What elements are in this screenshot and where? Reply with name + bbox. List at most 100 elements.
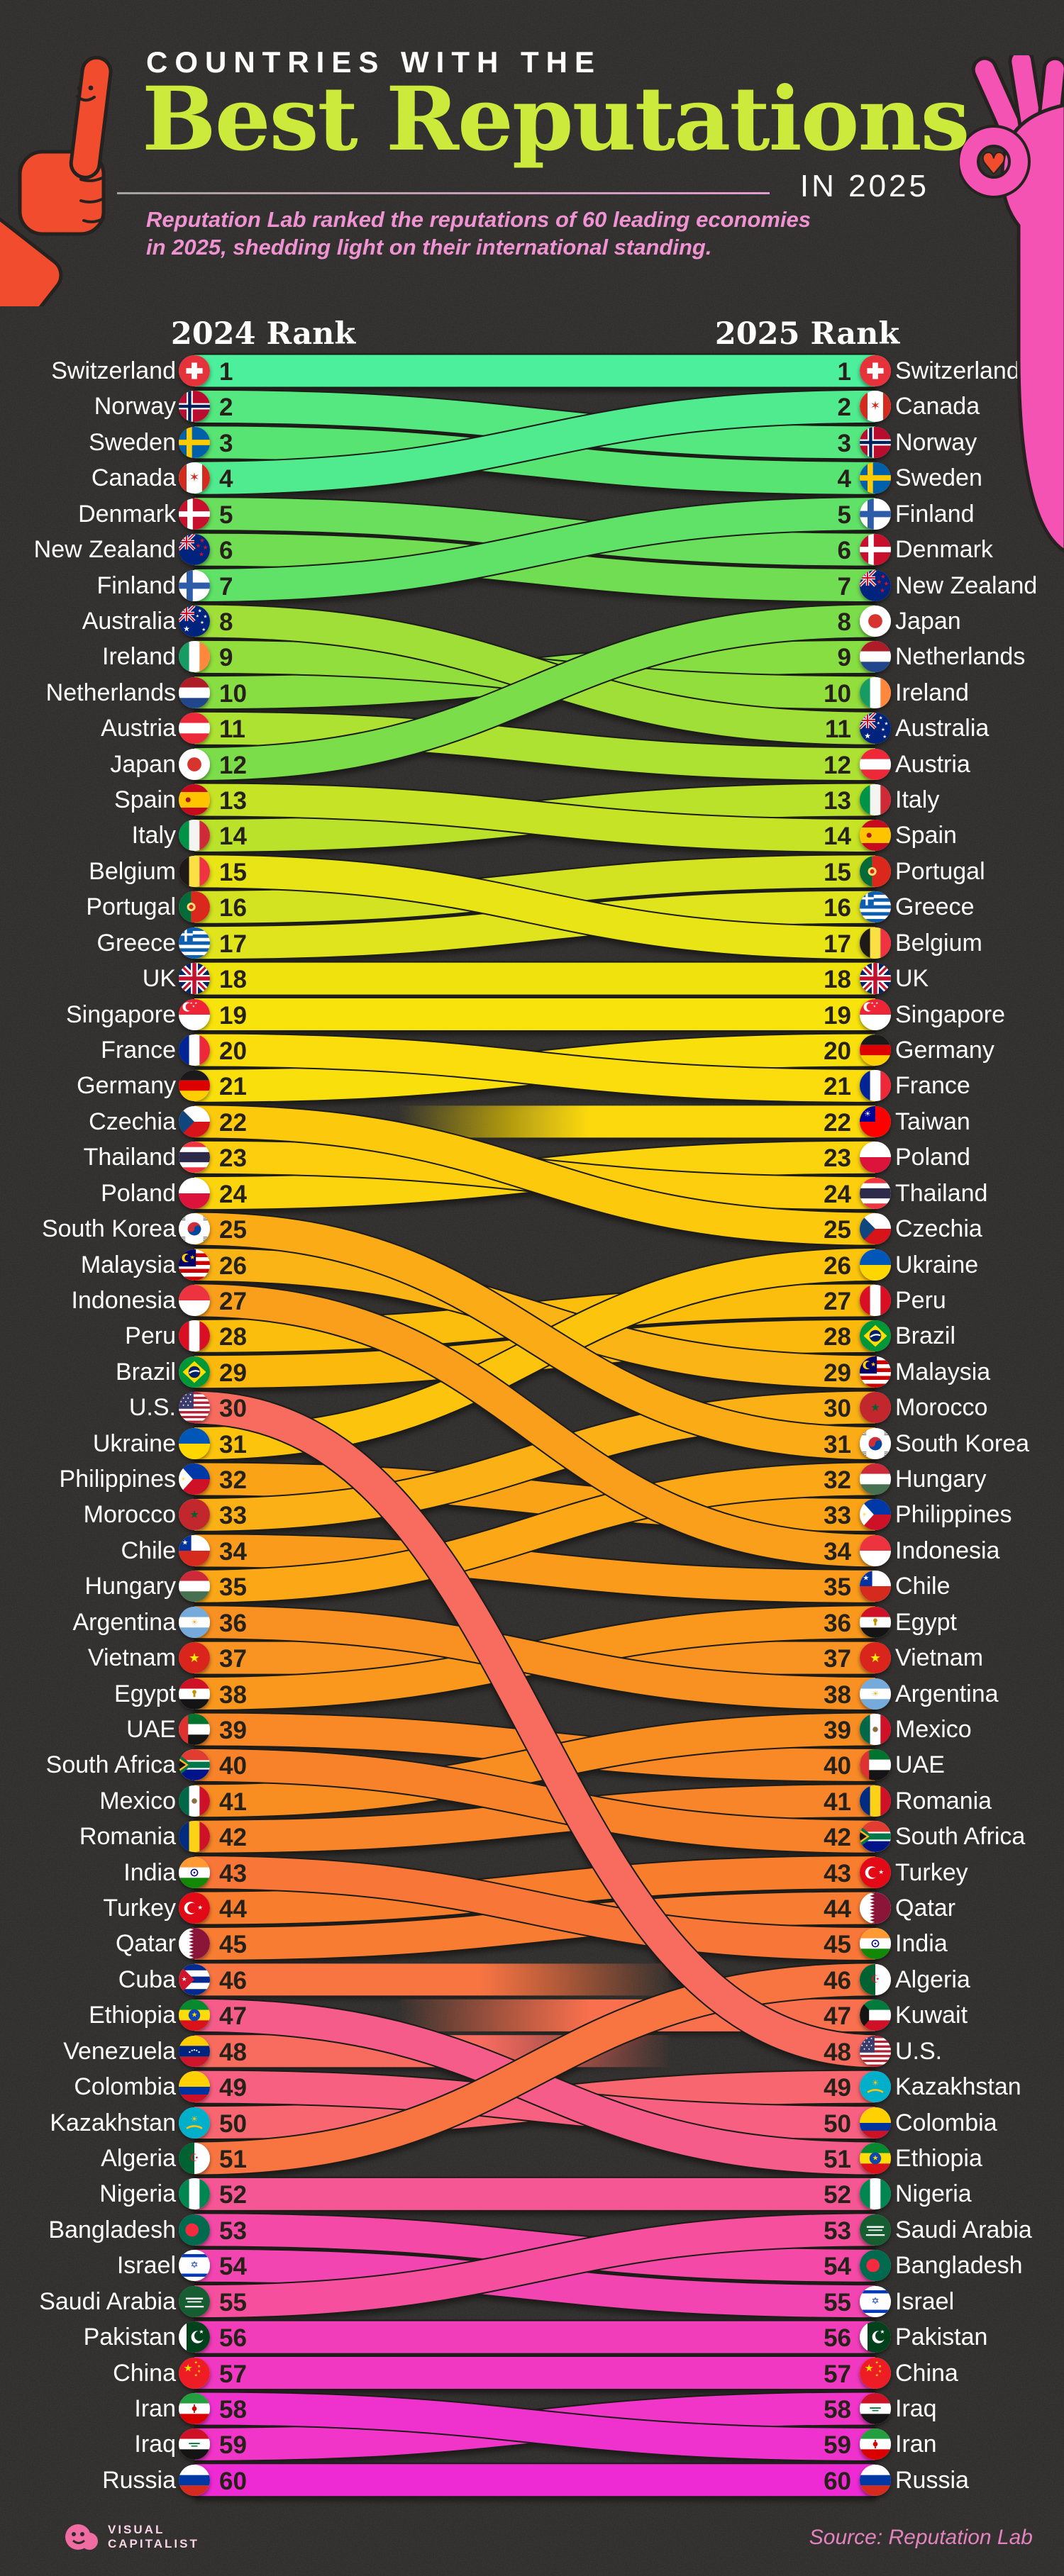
country-label-2025-france: France [895, 1072, 970, 1100]
belgium-flag-icon [179, 855, 210, 887]
svg-text:★: ★ [878, 1869, 884, 1876]
rank-2025-morocco: 30 [824, 1395, 851, 1423]
rank-2024-austria: 11 [219, 715, 245, 744]
pakistan-flag-icon: ★ [179, 2321, 210, 2353]
chile-flag-icon: ★ [179, 1534, 210, 1566]
svg-text:★: ★ [192, 2012, 198, 2019]
country-label-2025-canada: Canada [895, 393, 980, 420]
rank-ribbon-south-korea [194, 1212, 876, 1460]
rank-ribbon-argentina [194, 1606, 876, 1710]
finland-flag-icon [860, 498, 891, 530]
ireland-flag-icon [179, 641, 210, 673]
svg-text:★: ★ [199, 2329, 204, 2335]
column-header-2025-rank: 2025 Rank [714, 316, 900, 352]
denmark-flag-icon [179, 498, 210, 530]
country-label-2025-south-korea: South Korea [895, 1429, 1030, 1457]
country-label-2025-belgium: Belgium [895, 929, 982, 957]
egypt-flag-icon [179, 1678, 210, 1710]
norway-flag-icon [179, 391, 210, 423]
rank-2024-norway: 2 [219, 394, 233, 422]
portugal-flag-icon [179, 891, 210, 923]
rank-ribbon-austria [194, 712, 876, 781]
country-label-2024-vietnam: Vietnam [87, 1644, 176, 1672]
svg-text:★: ★ [203, 613, 207, 619]
country-label-2024-greece: Greece [96, 929, 177, 957]
country-label-2025-singapore: Singapore [895, 1000, 1006, 1028]
subtitle-text: Reputation Lab ranked the reputations of… [146, 206, 811, 261]
svg-text:✶: ✶ [189, 471, 200, 485]
taiwan-flag-icon: ☀ [860, 1105, 891, 1137]
turkey-flag-icon: ★ [179, 1892, 210, 1924]
rank-2025-nigeria: 52 [824, 2181, 851, 2209]
country-label-2024-colombia: Colombia [74, 2073, 176, 2101]
rank-2025-mexico: 39 [824, 1716, 851, 1744]
saudi-arabia-flag-icon [860, 2214, 891, 2246]
rank-2025-czechia: 25 [824, 1216, 851, 1244]
rank-2024-greece: 17 [219, 930, 247, 958]
country-label-2025-hungary: Hungary [895, 1466, 987, 1493]
country-label-2025-italy: Italy [895, 786, 940, 814]
rank-ribbon-bangladesh [194, 2214, 876, 2282]
rank-2024-sweden: 3 [219, 429, 233, 457]
country-label-2024-austria: Austria [101, 715, 176, 742]
hungary-flag-icon [860, 1463, 891, 1495]
svg-text:☀: ☀ [872, 2078, 880, 2088]
rank-2025-thailand: 24 [824, 1180, 851, 1208]
country-label-2025-peru: Peru [895, 1286, 946, 1314]
rank-2024-ireland: 9 [219, 644, 233, 672]
switzerland-flag-icon [179, 355, 210, 386]
uae-flag-icon [179, 1713, 210, 1745]
rank-2025-spain: 14 [824, 823, 851, 851]
germany-flag-icon [860, 1034, 891, 1066]
country-label-2025-spain: Spain [895, 822, 957, 849]
finland-flag-icon [179, 569, 210, 601]
rank-ribbon-finland [194, 498, 876, 602]
rank-ribbon-algeria [194, 1963, 876, 2175]
svg-text:★: ★ [871, 1001, 874, 1005]
thailand-flag-icon [179, 1142, 210, 1173]
rank-2025-japan: 8 [837, 608, 851, 636]
country-label-2025-japan: Japan [895, 607, 961, 635]
country-label-2024-venezuela: Venezuela [63, 2037, 176, 2065]
country-label-2025-switzerland: Switzerland [895, 357, 1020, 384]
rank-2024-poland: 24 [219, 1180, 247, 1208]
rank-2025-greece: 16 [824, 894, 851, 922]
country-label-2024-bangladesh: Bangladesh [48, 2216, 176, 2243]
rank-2024-iraq: 59 [219, 2431, 247, 2460]
country-label-2024-spain: Spain [114, 786, 176, 814]
country-label-2025-poland: Poland [895, 1144, 970, 1171]
canada-flag-icon: ✶ [179, 462, 210, 494]
rank-2025-israel: 55 [824, 2288, 851, 2316]
country-label-2025-pakistan: Pakistan [895, 2324, 988, 2351]
rank-2024-netherlands: 10 [219, 679, 247, 708]
spain-flag-icon [860, 820, 891, 852]
country-label-2024-poland: Poland [101, 1179, 176, 1207]
svg-text:★: ★ [192, 1004, 195, 1008]
column-header-2024-rank: 2024 Rank [170, 316, 356, 352]
rank-2024-ethiopia: 47 [219, 2002, 247, 2031]
svg-text:☰: ☰ [203, 1215, 208, 1222]
rank-ribbon-chile [194, 1534, 876, 1602]
page-title: Best Reputations [142, 68, 970, 171]
svg-text:★: ★ [880, 573, 886, 580]
rank-2024-uk: 18 [219, 966, 247, 994]
canada-flag-icon: ✶ [860, 391, 891, 423]
source-credit: Source: Reputation Lab [809, 2526, 1033, 2549]
chile-flag-icon: ★ [860, 1571, 891, 1602]
rank-2025-norway: 3 [837, 429, 851, 457]
rank-ribbon-japan [194, 605, 876, 781]
rank-2024-malaysia: 26 [219, 1251, 247, 1280]
rank-2024-chile: 34 [219, 1537, 247, 1566]
pakistan-flag-icon: ★ [860, 2321, 891, 2353]
rank-2025-uae: 40 [824, 1752, 851, 1780]
rank-2025-ukraine: 26 [824, 1251, 851, 1280]
country-label-2025-south-africa: South Africa [895, 1823, 1026, 1851]
venezuela-flag-icon [179, 2035, 210, 2067]
country-label-2024-china: China [113, 2359, 176, 2387]
svg-text:★: ★ [884, 721, 888, 727]
rank-ribbon-israel [194, 2249, 876, 2318]
vietnam-flag-icon: ★ [860, 1642, 891, 1674]
uk-flag-icon [179, 963, 210, 995]
svg-text:★: ★ [189, 1508, 199, 1521]
